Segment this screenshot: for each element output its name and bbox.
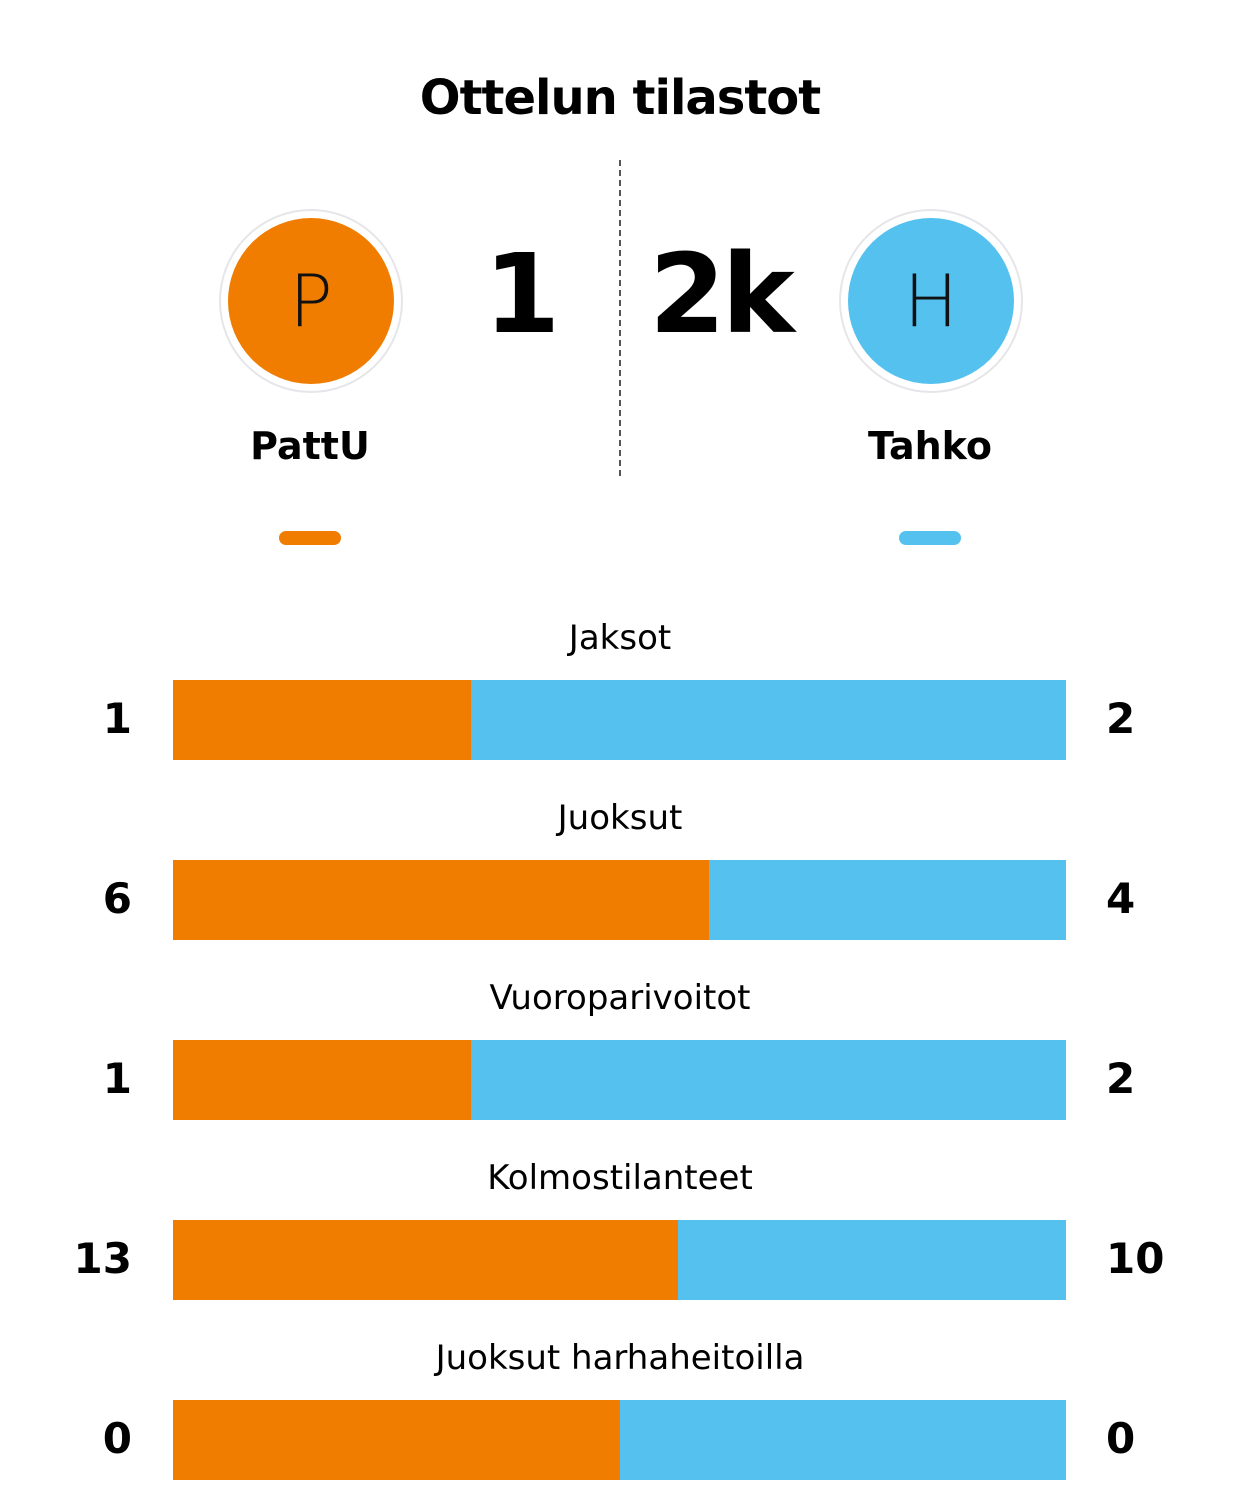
away-stat-value: 2 (1106, 694, 1136, 743)
away-bar-segment (677, 1220, 1066, 1300)
home-team-initial: P (228, 218, 394, 384)
away-stat-value: 10 (1106, 1234, 1165, 1283)
away-team-initial: H (848, 218, 1014, 384)
home-bar-segment (173, 680, 471, 760)
stat-label: Vuoroparivoitot (489, 978, 751, 1018)
stat-label: Juoksut harhaheitoilla (435, 1338, 805, 1378)
center-divider (619, 160, 621, 476)
stat-bar (173, 1040, 1066, 1120)
stat-bar (173, 1400, 1066, 1480)
away-team-logo: H (839, 209, 1023, 393)
home-bar-segment (173, 1400, 620, 1480)
page-title: Ottelun tilastot (419, 70, 821, 126)
home-team-logo: P (219, 209, 403, 393)
stat-bar (173, 860, 1066, 940)
away-color-indicator (899, 531, 961, 545)
home-stat-value: 6 (102, 874, 132, 923)
home-stat-value: 1 (102, 694, 132, 743)
away-team-name: Tahko (867, 424, 993, 468)
home-score: 1 (483, 230, 561, 358)
home-stat-value: 0 (102, 1414, 132, 1463)
away-bar-segment (470, 680, 1066, 760)
away-stat-value: 4 (1106, 874, 1136, 923)
away-stat-value: 0 (1106, 1414, 1136, 1463)
home-team-name: PattU (250, 424, 370, 468)
home-stat-value: 1 (102, 1054, 132, 1103)
away-stat-value: 2 (1106, 1054, 1136, 1103)
stat-label: Kolmostilanteet (487, 1158, 753, 1198)
away-bar-segment (619, 1400, 1066, 1480)
stat-label: Jaksot (568, 618, 672, 658)
home-bar-segment (173, 860, 709, 940)
stat-label: Juoksut (557, 798, 683, 838)
home-bar-segment (173, 1040, 471, 1120)
home-bar-segment (173, 1220, 678, 1300)
home-stat-value: 13 (73, 1234, 132, 1283)
home-color-indicator (279, 531, 341, 545)
away-score: 2k (649, 230, 795, 358)
away-bar-segment (708, 860, 1066, 940)
stat-bar (173, 680, 1066, 760)
away-bar-segment (470, 1040, 1066, 1120)
stat-bar (173, 1220, 1066, 1300)
